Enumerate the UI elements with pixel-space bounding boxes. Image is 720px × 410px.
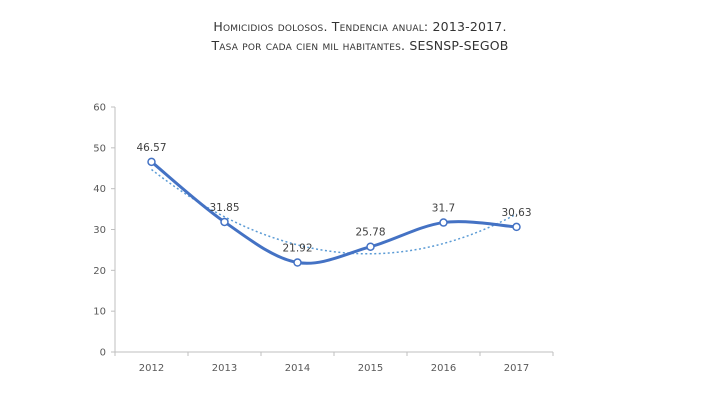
data-point — [439, 218, 448, 227]
data-point — [220, 217, 229, 227]
data-point — [512, 222, 521, 232]
data-point — [293, 258, 302, 267]
data-label: 46.57 — [136, 142, 166, 154]
axes — [114, 107, 553, 353]
data-label: 21.92 — [282, 242, 312, 254]
x-axis-ticks: 2012 2013 2014 2015 2016 2017 — [114, 352, 554, 374]
data-label: 31.7 — [432, 203, 455, 215]
trendline — [151, 168, 517, 255]
series-line — [150, 160, 517, 265]
data-point — [147, 157, 156, 167]
y-axis-ticks: 0 10 20 30 40 50 60 — [93, 103, 115, 359]
chart-title-block: Homicidios dolosos. Tendencia anual: 201… — [0, 17, 720, 55]
chart-title: Homicidios dolosos. Tendencia anual: 201… — [213, 19, 507, 34]
x-tick-label: 2015 — [358, 363, 383, 374]
y-tick-label: 20 — [93, 266, 106, 277]
data-label: 25.78 — [355, 227, 385, 239]
y-tick-label: 40 — [93, 184, 106, 195]
y-tick-label: 60 — [93, 103, 106, 114]
data-point — [366, 242, 375, 251]
y-tick-label: 10 — [93, 307, 106, 318]
x-tick-label: 2013 — [212, 363, 237, 374]
data-label: 31.85 — [209, 202, 239, 214]
data-labels: 46.57 31.85 21.92 25.78 31.7 30,63 — [136, 142, 531, 255]
x-tick-label: 2014 — [285, 363, 310, 374]
x-tick-label: 2016 — [431, 363, 456, 374]
x-tick-label: 2012 — [139, 363, 164, 374]
y-tick-label: 0 — [100, 348, 106, 359]
y-tick-label: 50 — [93, 143, 106, 154]
data-label: 30,63 — [501, 207, 531, 219]
chart-subtitle: Tasa por cada cien mil habitantes. SESNS… — [211, 38, 509, 53]
x-tick-label: 2017 — [504, 363, 529, 374]
data-points — [147, 157, 521, 267]
y-tick-label: 30 — [93, 225, 106, 236]
